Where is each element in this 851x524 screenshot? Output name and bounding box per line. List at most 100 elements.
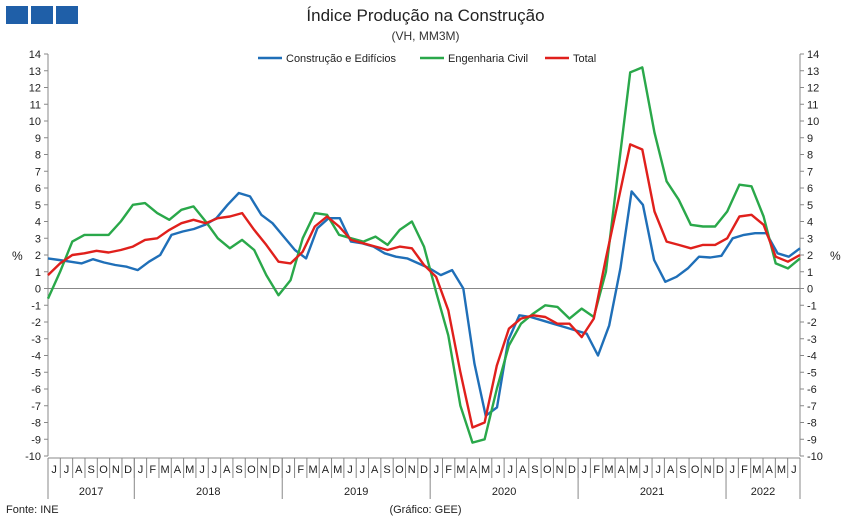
y-tick-label: -2 <box>31 317 41 329</box>
source-note: Fonte: INE <box>6 504 59 516</box>
month-label: J <box>791 464 797 476</box>
month-label: O <box>99 464 108 476</box>
gee-logo <box>6 6 78 24</box>
y-tick-label-right: -9 <box>807 434 817 446</box>
month-label: S <box>235 464 242 476</box>
month-label: J <box>199 464 205 476</box>
month-label: J <box>434 464 440 476</box>
y-tick-label-right: 14 <box>807 49 819 61</box>
credit-note: (Gráfico: GEE) <box>389 504 462 516</box>
y-tick-label-right: 0 <box>807 284 813 296</box>
y-tick-label: 12 <box>29 83 41 95</box>
year-label: 2021 <box>640 486 664 498</box>
month-label: M <box>333 464 342 476</box>
year-label: 2018 <box>196 486 220 498</box>
month-label: D <box>568 464 576 476</box>
y-tick-label: -5 <box>31 367 41 379</box>
y-tick-label-right: -8 <box>807 418 817 430</box>
month-label: A <box>470 464 478 476</box>
logo-square <box>56 6 78 24</box>
month-label: M <box>604 464 613 476</box>
y-tick-label: -8 <box>31 418 41 430</box>
month-label: N <box>260 464 268 476</box>
y-tick-label-right: -2 <box>807 317 817 329</box>
y-tick-label-right: 9 <box>807 133 813 145</box>
month-label: J <box>138 464 144 476</box>
month-label: J <box>655 464 661 476</box>
month-label: M <box>777 464 786 476</box>
y-tick-label: 1 <box>35 267 41 279</box>
month-label: J <box>347 464 353 476</box>
month-label: M <box>308 464 317 476</box>
month-label: J <box>286 464 292 476</box>
month-label: A <box>519 464 527 476</box>
month-label: J <box>508 464 514 476</box>
y-tick-label: -9 <box>31 434 41 446</box>
y-tick-label-right: 7 <box>807 166 813 178</box>
month-label: A <box>75 464 83 476</box>
y-tick-label-right: -4 <box>807 351 817 363</box>
logo-square <box>6 6 28 24</box>
month-label: A <box>371 464 379 476</box>
month-label: A <box>223 464 231 476</box>
legend: Construção e Edifícios Engenharia Civil To… <box>258 53 596 65</box>
month-label: D <box>124 464 132 476</box>
y-tick-label: 3 <box>35 233 41 245</box>
month-label: N <box>556 464 564 476</box>
month-label: A <box>766 464 774 476</box>
month-label: A <box>618 464 626 476</box>
y-tick-label-right: 12 <box>807 83 819 95</box>
y-axis-label-right: % <box>830 249 841 263</box>
month-label: N <box>408 464 416 476</box>
month-label: J <box>360 464 366 476</box>
y-tick-label: 7 <box>35 166 41 178</box>
series-layer <box>46 66 801 444</box>
y-tick-label: -3 <box>31 334 41 346</box>
month-label: J <box>51 464 57 476</box>
month-label: M <box>629 464 638 476</box>
y-tick-label: 6 <box>35 183 41 195</box>
y-tick-label-right: 8 <box>807 150 813 162</box>
y-tick-label-right: 3 <box>807 233 813 245</box>
month-label: F <box>445 464 452 476</box>
month-label: S <box>531 464 538 476</box>
y-tick-label: -4 <box>31 351 41 363</box>
y-tick-label-right: -10 <box>807 451 823 463</box>
series-line-construcao-e-edificios <box>47 190 801 417</box>
y-tick-label: 13 <box>29 66 41 78</box>
y-tick-label: -6 <box>31 384 41 396</box>
month-label: M <box>752 464 761 476</box>
month-label: D <box>272 464 280 476</box>
y-tick-label: 4 <box>35 217 41 229</box>
y-tick-label: -10 <box>25 451 41 463</box>
month-label: M <box>161 464 170 476</box>
y-tick-label-right: 13 <box>807 66 819 78</box>
year-label: 2019 <box>344 486 368 498</box>
y-axis-label-left: % <box>12 249 23 263</box>
month-label: J <box>64 464 70 476</box>
y-tick-label: -1 <box>31 300 41 312</box>
y-tick-label-right: 10 <box>807 116 819 128</box>
month-label: J <box>495 464 501 476</box>
y-tick-label-right: 2 <box>807 250 813 262</box>
y-tick-label-right: -6 <box>807 384 817 396</box>
month-label: M <box>481 464 490 476</box>
series-line-total <box>47 143 801 429</box>
month-label: O <box>691 464 700 476</box>
month-label: J <box>212 464 218 476</box>
y-tick-label: 5 <box>35 200 41 212</box>
year-label: 2022 <box>751 486 775 498</box>
month-label: N <box>112 464 120 476</box>
month-label: D <box>716 464 724 476</box>
month-label: N <box>704 464 712 476</box>
legend-entry: Construção e Edifícios <box>286 53 397 65</box>
month-label: F <box>149 464 156 476</box>
month-label: S <box>679 464 686 476</box>
month-label: A <box>322 464 330 476</box>
month-label: S <box>87 464 94 476</box>
month-label: M <box>456 464 465 476</box>
month-label: A <box>667 464 675 476</box>
y-tick-label-right: 6 <box>807 183 813 195</box>
month-label: J <box>643 464 649 476</box>
y-tick-label-right: 1 <box>807 267 813 279</box>
